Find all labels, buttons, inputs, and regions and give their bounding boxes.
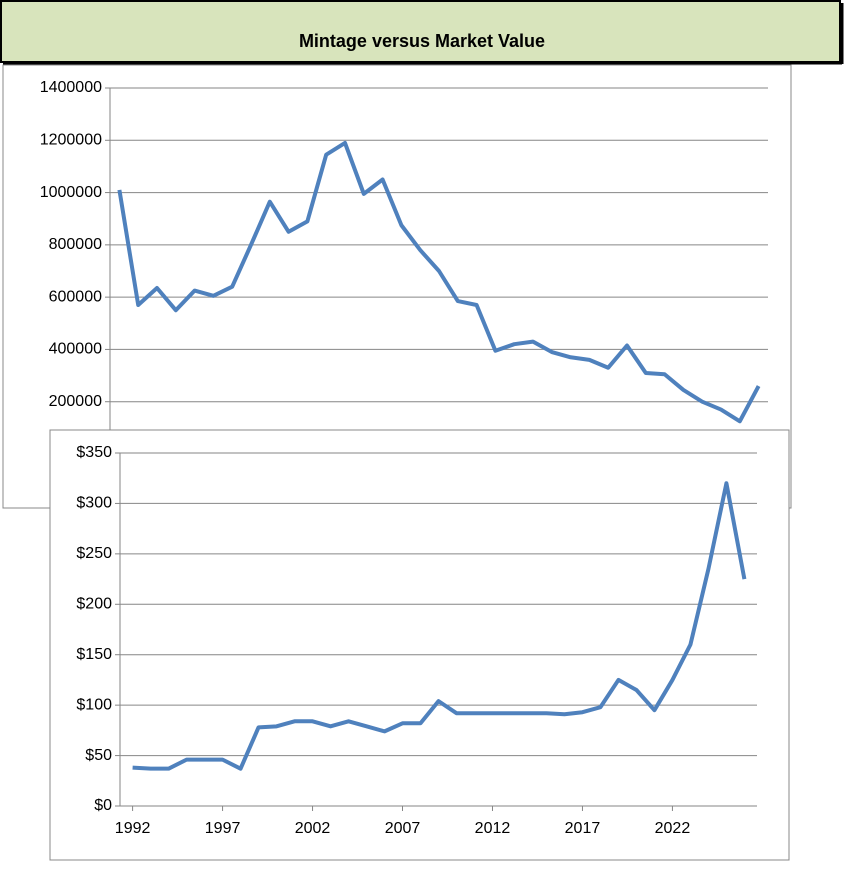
y-tick-label: 1000000 <box>40 184 102 201</box>
y-tick-label: 1400000 <box>40 79 102 96</box>
y-tick-label: 400000 <box>49 341 102 358</box>
y-tick-label: $250 <box>76 545 112 562</box>
y-tick-label: $300 <box>76 495 112 512</box>
y-tick-label: 600000 <box>49 288 102 305</box>
y-tick-label: $150 <box>76 646 112 663</box>
y-tick-label: $100 <box>76 696 112 713</box>
x-tick-label: 2012 <box>475 820 511 837</box>
y-tick-label: $350 <box>76 444 112 461</box>
charts: 200000 400000 600000 800000 1000000 1200000 14… <box>2 64 792 861</box>
chart: $0 $50 $100 $150 $200 $250 $300 $350 1992 1997 200… <box>49 429 790 861</box>
data-line <box>132 481 747 771</box>
x-tick-label: 2002 <box>295 820 331 837</box>
x-tick-label: 2007 <box>385 820 421 837</box>
x-tick-label: 2017 <box>565 820 601 837</box>
y-tick-label: 800000 <box>49 236 102 253</box>
chart-frame <box>49 429 790 861</box>
y-tick-label: 1200000 <box>40 132 102 149</box>
header-title: Mintage versus Market Value <box>299 31 545 51</box>
x-tick-label: 1997 <box>205 820 241 837</box>
y-tick-label: $50 <box>85 747 112 764</box>
y-tick-label: $0 <box>94 797 112 814</box>
data-line <box>117 140 761 424</box>
header-box <box>0 0 841 63</box>
y-tick-label: 200000 <box>49 393 102 410</box>
x-tick-label: 1992 <box>115 820 151 837</box>
x-tick-label: 2022 <box>655 820 691 837</box>
y-tick-label: $200 <box>76 596 112 613</box>
